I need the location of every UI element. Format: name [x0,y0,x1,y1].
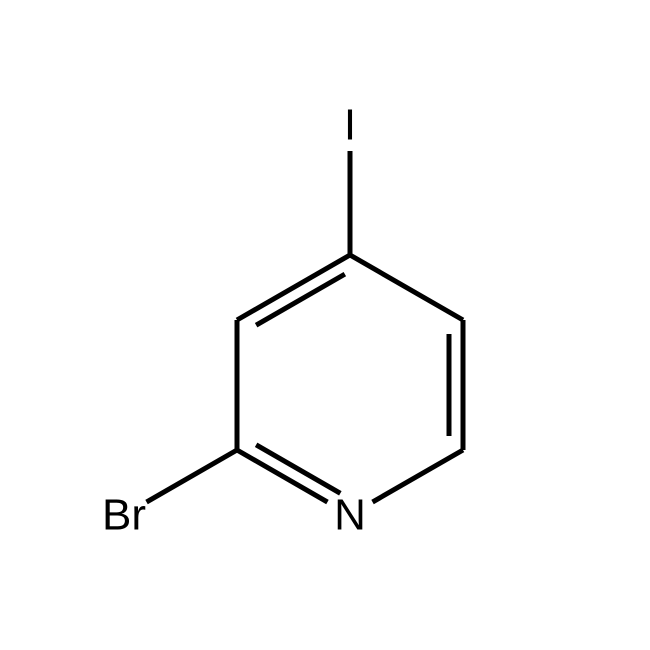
bond-C2-Br [147,450,237,502]
atom-label-br: Br [102,491,146,540]
molecule-diagram: N Br I [0,0,650,650]
bond-C6-N1 [373,450,463,502]
atom-label-i: I [344,101,356,150]
bond-C4-C5 [350,255,463,320]
bond-C3-C4 [237,255,350,320]
atom-label-n: N [334,491,366,540]
